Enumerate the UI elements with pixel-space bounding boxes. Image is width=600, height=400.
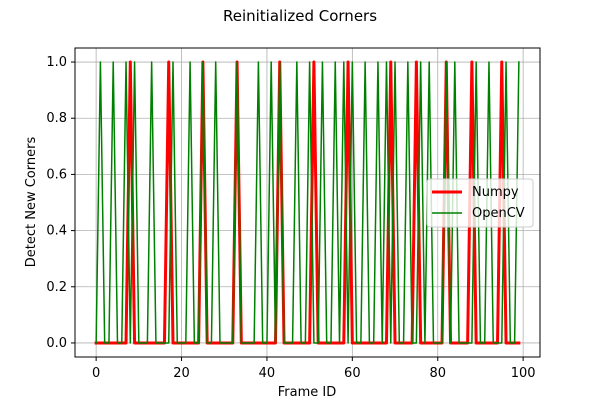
legend: Numpy OpenCV: [426, 178, 534, 228]
x-tick-label: 60: [344, 366, 361, 381]
x-axis-label: Frame ID: [278, 385, 336, 400]
y-tick-label: 0.4: [46, 224, 67, 239]
y-tick-label: 1.0: [46, 55, 67, 70]
x-tick-label: 20: [173, 366, 190, 381]
y-tick-label: 0.2: [46, 280, 67, 295]
y-axis-ticks: 0.0 0.2 0.4 0.6 0.8 1.0: [46, 55, 75, 351]
plot-frame: [74, 47, 541, 358]
y-tick-label: 0.8: [46, 111, 67, 126]
y-axis-label: Detect New Corners: [24, 137, 39, 268]
x-tick-label: 100: [511, 366, 536, 381]
y-tick-label: 0.0: [46, 336, 67, 351]
legend-label-numpy: Numpy: [472, 185, 519, 200]
y-tick-label: 0.6: [46, 167, 67, 182]
chart-title: Reinitialized Corners: [223, 7, 377, 25]
x-axis-ticks: 0 20 40 60 80 100: [92, 357, 536, 381]
x-tick-label: 40: [259, 366, 276, 381]
x-tick-label: 0: [92, 366, 100, 381]
legend-label-opencv: OpenCV: [472, 206, 525, 221]
x-tick-label: 80: [429, 366, 446, 381]
